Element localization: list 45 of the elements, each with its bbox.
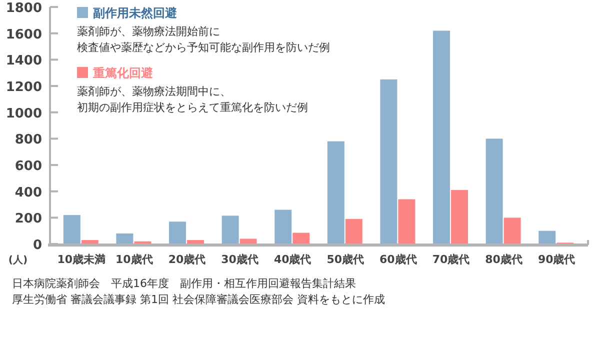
y-tick-label: 800 [14, 132, 42, 148]
y-tick-label: 1000 [6, 106, 42, 122]
y-axis-title: (人) [8, 254, 28, 266]
bar [116, 233, 134, 244]
x-tick-label: 80歳代 [485, 253, 522, 266]
y-tick-label: 1800 [6, 1, 42, 16]
annotation: 初期の副作用症状をとらえて重篤化を防いだ例 [77, 101, 308, 114]
y-tick-label: 200 [14, 212, 42, 227]
text: 日本病院薬剤師会 平成16年度 副作用・相互作用回避報告集計結果 [12, 277, 356, 290]
x-tick-label: 60歳代 [380, 253, 417, 266]
text: 厚生労働省 審議会議事録 第1回 社会保障審議会医療部会 資料をもとに作成 [12, 293, 385, 306]
y-tick-label: 400 [14, 185, 42, 200]
bar [327, 141, 344, 244]
legend-label: 重篤化回避 [92, 66, 154, 80]
y-tick-label: 600 [14, 159, 42, 174]
bar [398, 199, 416, 244]
bar [345, 218, 362, 244]
bar [486, 138, 503, 244]
bar [222, 216, 239, 244]
bar [504, 218, 521, 244]
x-tick-label: 10歳未満 [57, 253, 106, 266]
y-tick-label: 1200 [6, 80, 42, 95]
y-tick-label: 0 [32, 238, 42, 253]
x-tick-label: 10歳代 [116, 253, 153, 266]
x-tick-label: 70歳代 [432, 253, 470, 266]
bar [169, 222, 186, 244]
y-tick-label: 1400 [6, 54, 42, 69]
x-tick-label: 90歳代 [538, 253, 576, 266]
x-tick-label: 40歳代 [274, 253, 312, 266]
legend-label: 副作用未然回避 [93, 6, 178, 20]
annotation: 薬剤師が、薬物療法期間中に、 [77, 85, 231, 98]
annotation: 検査値や薬歴などから予知可能な副作用を防いだ例 [77, 41, 330, 54]
bar [292, 232, 310, 244]
x-tick-label: 30歳代 [221, 253, 258, 266]
annotation: 薬剤師が、薬物療法開始前に [77, 25, 220, 38]
x-tick-label: 20歳代 [168, 253, 206, 266]
bar [240, 238, 257, 244]
x-tick-label: 50歳代 [326, 253, 364, 266]
bar [433, 30, 450, 244]
bar [451, 190, 468, 244]
bar [380, 79, 398, 244]
y-tick-label: 1600 [6, 27, 42, 42]
bar [274, 210, 292, 244]
bar [63, 215, 80, 244]
bar [538, 230, 556, 244]
